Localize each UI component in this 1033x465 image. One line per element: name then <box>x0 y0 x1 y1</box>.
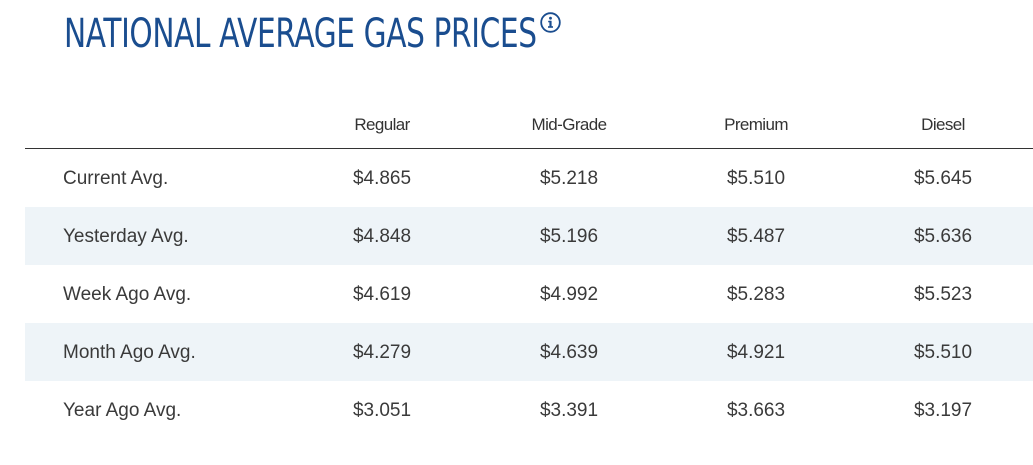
price-mid-grade: $5.218 <box>539 168 599 189</box>
page-header: NATIONAL AVERAGE GAS PRICES <box>64 8 704 60</box>
price-diesel: $5.523 <box>913 284 973 305</box>
row-label: Yesterday Avg. <box>63 226 189 247</box>
price-mid-grade: $4.992 <box>539 284 599 305</box>
column-header-mid-grade: Mid-Grade <box>531 115 608 134</box>
price-premium: $3.663 <box>726 400 786 421</box>
price-regular: $4.279 <box>352 342 412 363</box>
row-label: Year Ago Avg. <box>63 400 182 421</box>
info-circle-icon[interactable] <box>540 12 561 33</box>
page-title: NATIONAL AVERAGE GAS PRICES <box>64 11 537 57</box>
column-header-diesel: Diesel <box>921 115 965 134</box>
price-regular: $3.051 <box>352 400 412 421</box>
price-diesel: $5.636 <box>913 226 973 247</box>
price-mid-grade: $5.196 <box>539 226 599 247</box>
table-row-month-ago: Month Ago Avg. $4.279 $4.639 $4.921 $5.5… <box>25 323 1033 381</box>
price-premium: $5.487 <box>726 226 786 247</box>
table-row-year-ago: Year Ago Avg. $3.051 $3.391 $3.663 $3.19… <box>25 381 1033 439</box>
price-premium: $4.921 <box>726 342 786 363</box>
table-row-week-ago: Week Ago Avg. $4.619 $4.992 $5.283 $5.52… <box>25 265 1033 323</box>
row-label: Current Avg. <box>63 168 169 189</box>
row-label: Month Ago Avg. <box>63 342 196 363</box>
price-mid-grade: $4.639 <box>539 342 599 363</box>
price-regular: $4.848 <box>352 226 412 247</box>
price-diesel: $5.645 <box>913 168 973 189</box>
table-row-current: Current Avg. $4.865 $5.218 $5.510 $5.645 <box>25 149 1033 207</box>
column-header-premium: Premium <box>724 115 788 134</box>
row-label: Week Ago Avg. <box>63 284 192 305</box>
price-premium: $5.283 <box>726 284 786 305</box>
price-regular: $4.865 <box>352 168 412 189</box>
table-header: Regular Mid-Grade Premium Diesel <box>25 100 1033 149</box>
gas-prices-table: Regular Mid-Grade Premium Diesel Current… <box>25 100 1033 439</box>
column-header-regular: Regular <box>354 115 410 134</box>
price-premium: $5.510 <box>726 168 786 189</box>
price-mid-grade: $3.391 <box>539 400 599 421</box>
price-diesel: $3.197 <box>913 400 973 421</box>
price-regular: $4.619 <box>352 284 412 305</box>
price-diesel: $5.510 <box>913 342 973 363</box>
table-row-yesterday: Yesterday Avg. $4.848 $5.196 $5.487 $5.6… <box>25 207 1033 265</box>
